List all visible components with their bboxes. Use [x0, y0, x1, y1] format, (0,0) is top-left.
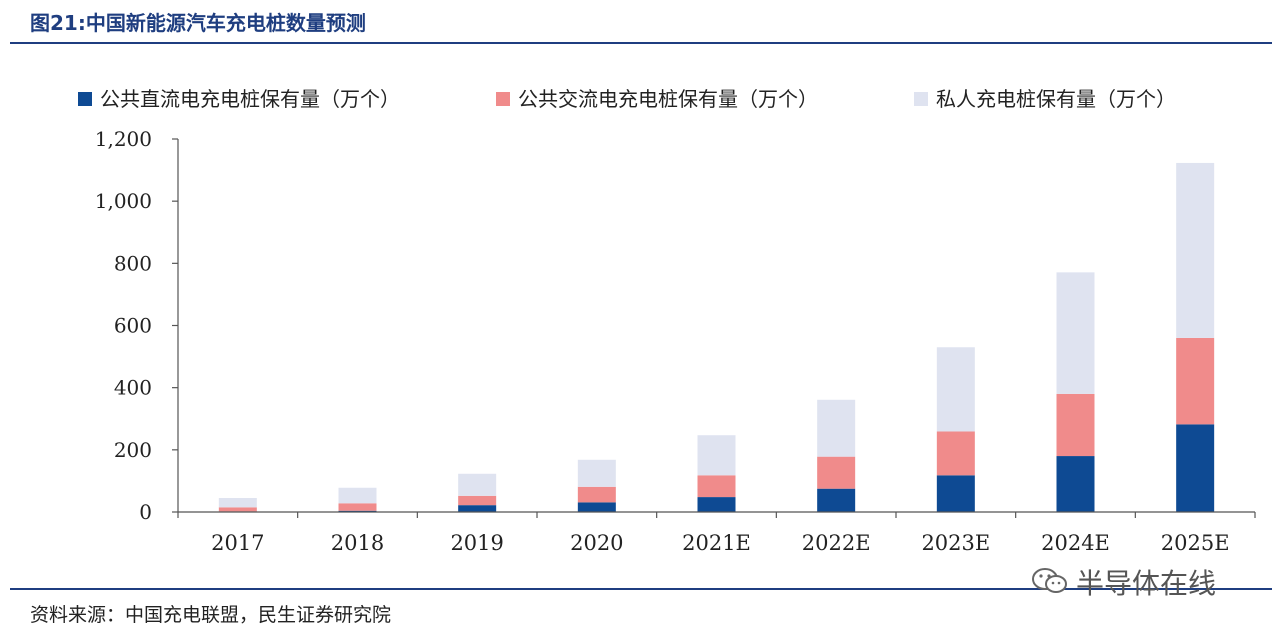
bar-2019-series-1: [458, 505, 497, 512]
bar-2021E-series-2: [697, 475, 736, 498]
stacked-bar-chart: 公共直流电充电桩保有量（万个） 公共交流电充电桩保有量（万个） 私人充电桩保有量（万…: [78, 87, 1256, 555]
bar-2023E-series-1: [936, 475, 975, 512]
x-tick-label: 2019: [450, 531, 503, 555]
watermark-text: 半导体在线: [1076, 567, 1217, 600]
x-tick-label: 2025E: [1161, 531, 1230, 555]
bar-2022E-series-2: [817, 456, 856, 489]
x-tick-label: 2022E: [802, 531, 871, 555]
y-tick-label: 1,200: [95, 127, 152, 151]
x-axis: 2017 2018 2019 2020 2021E 2022E 2023E 2024E 2025…: [177, 511, 1256, 555]
wechat-icon: [1032, 568, 1067, 593]
legend-swatch-2: [496, 92, 510, 106]
bar-2024E-series-3: [1056, 272, 1095, 394]
bars: [218, 162, 1215, 512]
bar-2024E-series-2: [1056, 393, 1095, 457]
bar-2018-series-3: [338, 487, 377, 504]
y-tick-label: 400: [114, 376, 152, 400]
watermark: 半导体在线: [1030, 562, 1260, 602]
source-rule: [10, 588, 1272, 590]
bar-2017-series-2: [218, 507, 257, 512]
bar-2021E-series-1: [697, 497, 736, 512]
y-tick-label: 200: [114, 438, 152, 462]
legend-swatch-1: [78, 92, 92, 106]
bar-2020-series-2: [577, 486, 616, 503]
bar-2019-series-3: [458, 473, 497, 496]
bar-2023E-series-2: [936, 431, 975, 476]
legend-label-2: 公共交流电充电桩保有量（万个）: [518, 87, 818, 111]
bar-2025E-series-3: [1176, 162, 1215, 338]
figure-title: 图21:中国新能源汽车充电桩数量预测: [30, 11, 366, 35]
y-tick-label: 0: [139, 500, 152, 524]
bar-2017-series-3: [218, 498, 257, 508]
y-axis: 0 200 400 600 800 1,000 1,200: [95, 127, 179, 524]
legend-label-3: 私人充电桩保有量（万个）: [936, 87, 1176, 111]
bar-2020-series-3: [577, 459, 616, 487]
x-tick-label: 2018: [331, 531, 384, 555]
title-bar: 图21:中国新能源汽车充电桩数量预测: [0, 0, 1280, 44]
source-note: 资料来源：中国充电联盟，民生证券研究院: [30, 604, 392, 626]
bar-2022E-series-1: [817, 488, 856, 512]
x-tick-label: 2021E: [682, 531, 751, 555]
y-tick-label: 600: [114, 314, 152, 338]
bar-2018-series-2: [338, 503, 377, 511]
bar-2019-series-2: [458, 495, 497, 506]
y-tick-label: 1,000: [95, 189, 152, 213]
legend-label-1: 公共直流电充电桩保有量（万个）: [100, 87, 400, 111]
bar-2018-series-1: [338, 510, 377, 512]
bar-2024E-series-1: [1056, 456, 1095, 512]
chart-legend: 公共直流电充电桩保有量（万个） 公共交流电充电桩保有量（万个） 私人充电桩保有量（万…: [78, 87, 1176, 111]
x-tick-label: 2023E: [921, 531, 990, 555]
bar-2020-series-1: [577, 502, 616, 512]
bar-2021E-series-3: [697, 435, 736, 476]
bar-2022E-series-3: [817, 399, 856, 457]
x-tick-label: 2020: [570, 531, 623, 555]
bar-2025E-series-2: [1176, 337, 1215, 425]
title-rule: [10, 42, 1272, 44]
x-tick-label: 2017: [211, 531, 264, 555]
bar-2025E-series-1: [1176, 424, 1215, 512]
bar-2023E-series-3: [936, 347, 975, 432]
legend-swatch-3: [914, 92, 928, 106]
x-tick-label: 2024E: [1041, 531, 1110, 555]
y-tick-label: 800: [114, 251, 152, 275]
